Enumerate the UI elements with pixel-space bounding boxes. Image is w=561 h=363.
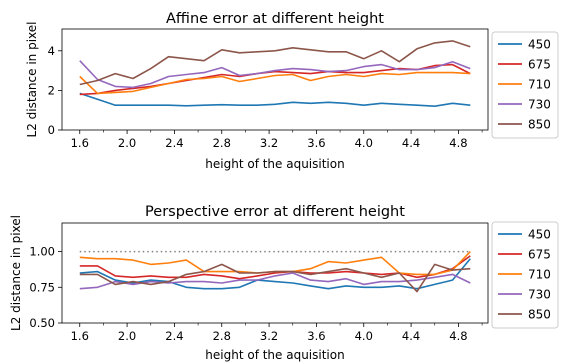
subplot-2-x-tick-label-5: 3.6 (307, 329, 325, 343)
subplot-1-x-tick-label-3: 2.8 (213, 136, 231, 150)
subplot-2-series-line-730 (79, 272, 471, 290)
subplot-1-x-tick-label-6: 4.0 (355, 136, 373, 150)
subplot-2-series-line-450 (79, 258, 471, 290)
subplot-2-series-line-675 (79, 255, 471, 280)
subplot-1-y-tick-label-2: 4 (48, 44, 55, 58)
subplot-2-legend-label-450: 450 (528, 228, 551, 242)
subplot-2-x-axis-label: height of the aquisition (205, 348, 344, 362)
subplot-2-legend: 450 675 710 730 850 (491, 221, 559, 329)
subplot-1-legend-label-710: 710 (528, 78, 551, 92)
subplot-1-x-tick-label-2: 2.4 (165, 136, 183, 150)
subplot-1-x-tick-label-7: 4.4 (402, 136, 420, 150)
subplot-1-x-tick-label-4: 3.2 (260, 136, 278, 150)
subplot-2-x-tick-label-7: 4.4 (402, 329, 420, 343)
subplot-2-y-tick-label-2: 1.00 (29, 245, 55, 259)
subplot-1-series-line-450 (79, 92, 471, 107)
subplot-2-y-tick-label-1: 0.75 (29, 280, 55, 294)
subplot-2-x-tick-label-4: 3.2 (260, 329, 278, 343)
subplot-2-x-tick-label-1: 2.0 (118, 329, 136, 343)
subplot-1-y-tick-label-0: 0 (48, 123, 55, 137)
subplot-1-x-axis-label: height of the aquisition (205, 157, 344, 171)
subplot-2-axes-frame (61, 222, 489, 324)
subplot-1-series-line-730 (79, 60, 471, 89)
subplot-1-series-line-850 (79, 40, 471, 86)
subplot-2-legend-frame (491, 221, 559, 329)
subplot-2-x-tick-label-3: 2.8 (213, 329, 231, 343)
subplot-2-y-tick-label-0: 0.50 (29, 316, 55, 330)
subplot-2-legend-label-730: 730 (528, 288, 551, 302)
subplot-2: Perspective error at different height 1.6… (9, 204, 559, 362)
subplot-2-x-tick-label-8: 4.8 (449, 329, 467, 343)
subplot-2-x-tick-label-2: 2.4 (165, 329, 183, 343)
subplot-1-y-tick-label-1: 2 (48, 83, 55, 97)
subplot-1-x-tick-label-8: 4.8 (449, 136, 467, 150)
subplot-1-series-line-710 (79, 71, 471, 95)
subplot-1-legend: 450 675 710 730 850 (491, 31, 559, 139)
subplot-2-x-tick-label-0: 1.6 (71, 329, 89, 343)
subplot-1-legend-label-450: 450 (528, 38, 551, 52)
subplot-1-legend-label-730: 730 (528, 98, 551, 112)
subplot-2-legend-label-850: 850 (528, 308, 551, 322)
subplot-1-x-tick-label-1: 2.0 (118, 136, 136, 150)
subplot-1-legend-frame (491, 31, 559, 139)
subplot-2-y-axis-label: L2 distance in pixel (9, 215, 23, 331)
subplot-1-title: Affine error at different height (166, 11, 384, 27)
subplot-2-title: Perspective error at different height (145, 204, 405, 220)
subplot-1: Affine error at different height 1.6 2.0 2.… (25, 11, 559, 171)
subplot-2-legend-label-675: 675 (528, 248, 551, 262)
subplot-1-legend-label-850: 850 (528, 118, 551, 132)
subplot-2-x-tick-label-6: 4.0 (355, 329, 373, 343)
subplot-1-legend-label-675: 675 (528, 58, 551, 72)
subplot-1-x-tick-label-5: 3.6 (307, 136, 325, 150)
subplot-1-y-axis-label: L2 distance in pixel (25, 22, 39, 138)
subplot-2-legend-label-710: 710 (528, 268, 551, 282)
subplot-2-series-line-850 (79, 263, 471, 293)
subplot-1-x-tick-label-0: 1.6 (71, 136, 89, 150)
subplot-1-axes-frame (61, 28, 489, 131)
